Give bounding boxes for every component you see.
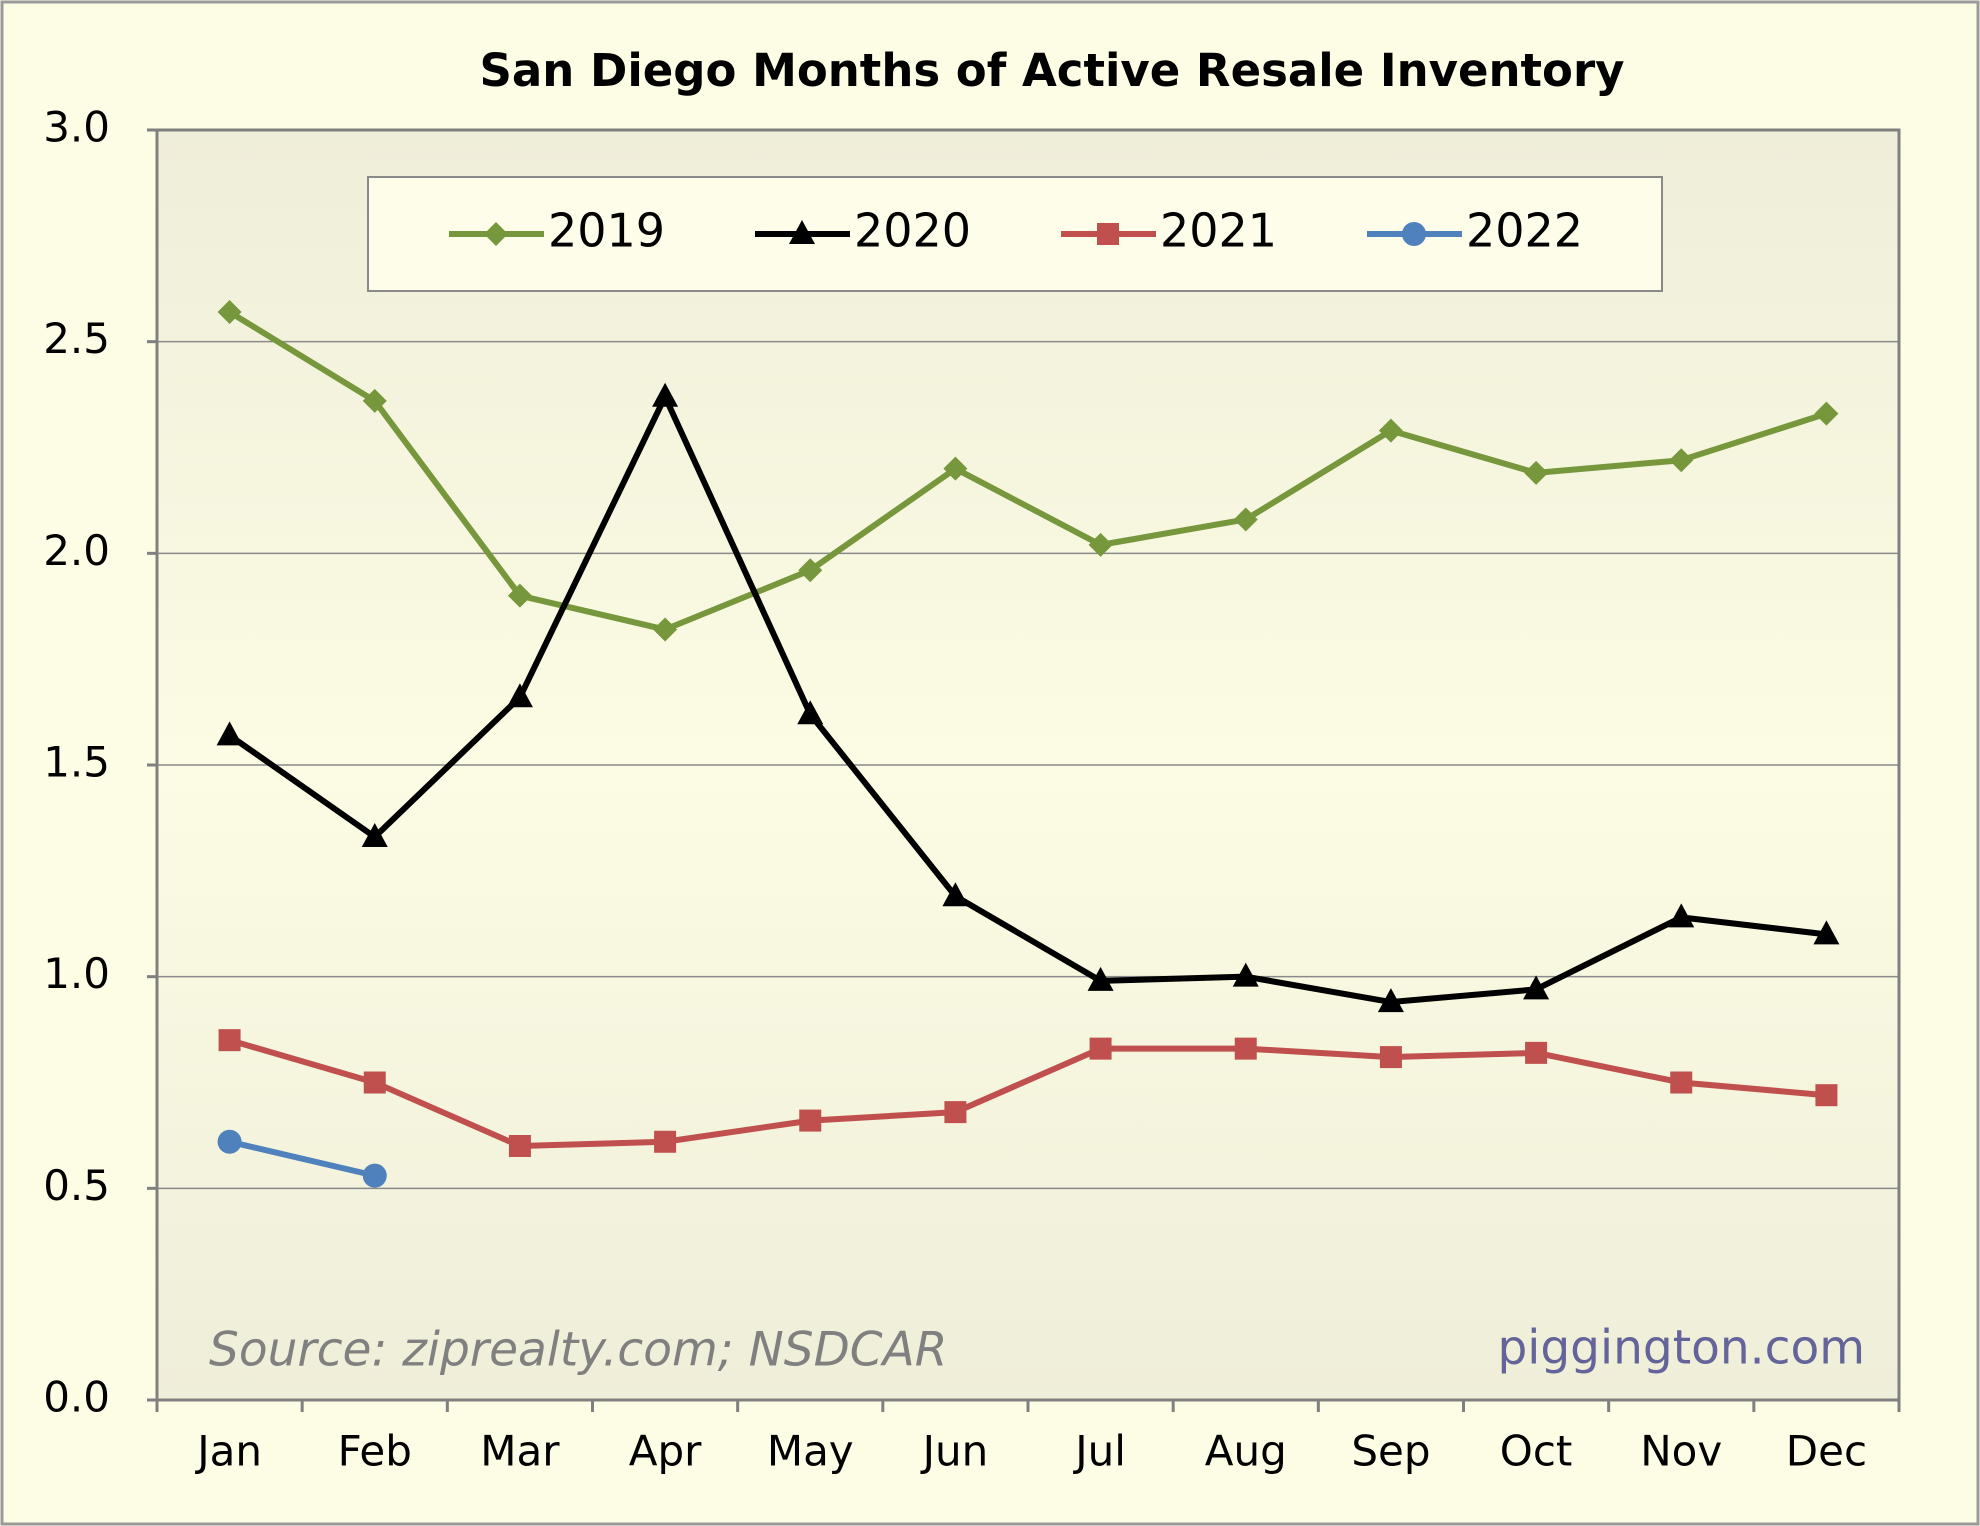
marker [1087, 966, 1114, 991]
x-tick-label: Mar [480, 1427, 560, 1476]
marker [1669, 448, 1694, 473]
y-tick-label: 1.0 [43, 949, 110, 998]
marker [653, 617, 678, 642]
marker [363, 1071, 386, 1094]
marker [789, 220, 815, 244]
y-tick-label: 1.5 [43, 738, 110, 787]
marker [1525, 1041, 1548, 1064]
marker [942, 882, 969, 907]
chart-title: San Diego Months of Active Resale Invent… [480, 44, 1625, 97]
y-tick-label: 3.0 [43, 103, 110, 152]
watermark: piggington.com [1497, 1321, 1865, 1376]
y-tick-label: 2.0 [43, 526, 110, 575]
marker [1379, 1046, 1402, 1069]
x-tick-label: Oct [1500, 1427, 1573, 1476]
marker [944, 1101, 967, 1124]
marker [1089, 1037, 1112, 1060]
marker [797, 700, 824, 725]
marker [218, 1029, 241, 1052]
legend-label: 2022 [1466, 204, 1583, 258]
source-note: Source: ziprealty.com; NSDCAR [209, 1323, 947, 1378]
marker [1097, 223, 1119, 245]
marker [943, 456, 968, 481]
x-tick-label: Jul [1072, 1427, 1126, 1476]
y-tick-label: 0.0 [43, 1373, 110, 1422]
marker [1524, 460, 1549, 485]
series-line [227, 393, 1827, 1006]
x-tick-label: Feb [338, 1427, 412, 1476]
marker [216, 721, 243, 746]
marker [362, 388, 387, 413]
y-tick-label: 2.5 [43, 314, 110, 363]
marker [362, 1163, 387, 1188]
x-tick-label: Jan [194, 1427, 262, 1476]
marker [652, 382, 679, 407]
marker [1233, 507, 1258, 532]
marker [484, 222, 508, 246]
marker [1232, 962, 1259, 987]
legend-label: 2019 [548, 204, 665, 258]
series-line [228, 1138, 376, 1179]
x-tick-label: Sep [1351, 1427, 1430, 1476]
marker [507, 583, 532, 608]
legend-label: 2020 [854, 204, 971, 258]
x-tick-label: Nov [1640, 1427, 1722, 1476]
marker [1234, 1037, 1257, 1060]
legend-label: 2021 [1160, 204, 1277, 258]
x-tick-label: Apr [629, 1427, 702, 1476]
marker [1815, 1084, 1838, 1107]
marker [1402, 222, 1426, 246]
marker [799, 1109, 822, 1132]
series-line [228, 1037, 1827, 1149]
marker [1668, 903, 1695, 928]
marker [1088, 532, 1113, 557]
series-line [228, 309, 1828, 633]
marker [1377, 988, 1404, 1013]
marker [1813, 920, 1840, 945]
marker [1814, 401, 1839, 426]
marker [1670, 1071, 1693, 1094]
x-tick-label: Aug [1205, 1427, 1287, 1476]
marker [1523, 975, 1550, 1000]
x-tick-label: May [767, 1427, 854, 1476]
x-tick-label: Dec [1786, 1427, 1867, 1476]
marker [1378, 418, 1403, 443]
marker [798, 558, 823, 583]
marker [361, 822, 388, 847]
y-tick-label: 0.5 [43, 1161, 110, 1210]
marker [506, 683, 533, 708]
marker [654, 1130, 677, 1153]
x-tick-label: Jun [920, 1427, 989, 1476]
marker [217, 300, 242, 325]
marker [508, 1135, 531, 1157]
marker [217, 1129, 242, 1154]
